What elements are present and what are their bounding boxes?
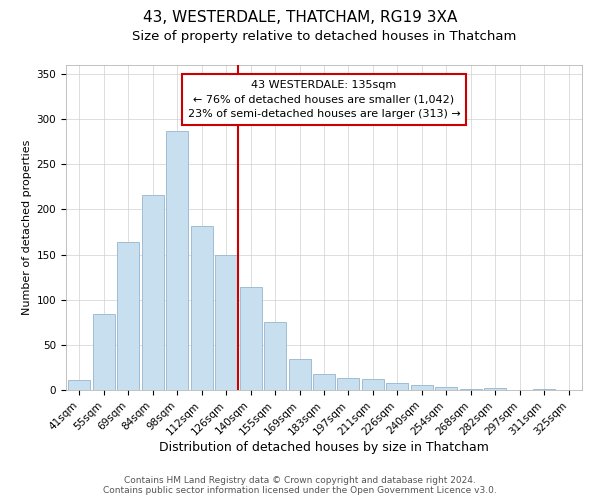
Bar bbox=[386, 383, 409, 390]
Bar bbox=[533, 389, 555, 390]
Y-axis label: Number of detached properties: Number of detached properties bbox=[22, 140, 32, 315]
Text: 43 WESTERDALE: 135sqm
← 76% of detached houses are smaller (1,042)
23% of semi-d: 43 WESTERDALE: 135sqm ← 76% of detached … bbox=[188, 80, 460, 119]
Bar bbox=[142, 195, 164, 390]
Bar bbox=[484, 388, 506, 390]
Bar bbox=[118, 242, 139, 390]
Title: Size of property relative to detached houses in Thatcham: Size of property relative to detached ho… bbox=[132, 30, 516, 43]
Bar bbox=[93, 314, 115, 390]
Bar bbox=[337, 378, 359, 390]
Text: 43, WESTERDALE, THATCHAM, RG19 3XA: 43, WESTERDALE, THATCHAM, RG19 3XA bbox=[143, 10, 457, 25]
Bar bbox=[435, 388, 457, 390]
Bar bbox=[362, 379, 384, 390]
Bar bbox=[166, 131, 188, 390]
Bar bbox=[313, 374, 335, 390]
Bar bbox=[264, 322, 286, 390]
Bar bbox=[191, 226, 213, 390]
Bar bbox=[289, 360, 311, 390]
Bar bbox=[411, 386, 433, 390]
Text: Contains HM Land Registry data © Crown copyright and database right 2024.
Contai: Contains HM Land Registry data © Crown c… bbox=[103, 476, 497, 495]
Bar bbox=[215, 254, 237, 390]
Bar bbox=[239, 287, 262, 390]
Bar bbox=[68, 380, 91, 390]
X-axis label: Distribution of detached houses by size in Thatcham: Distribution of detached houses by size … bbox=[159, 440, 489, 454]
Bar bbox=[460, 389, 482, 390]
